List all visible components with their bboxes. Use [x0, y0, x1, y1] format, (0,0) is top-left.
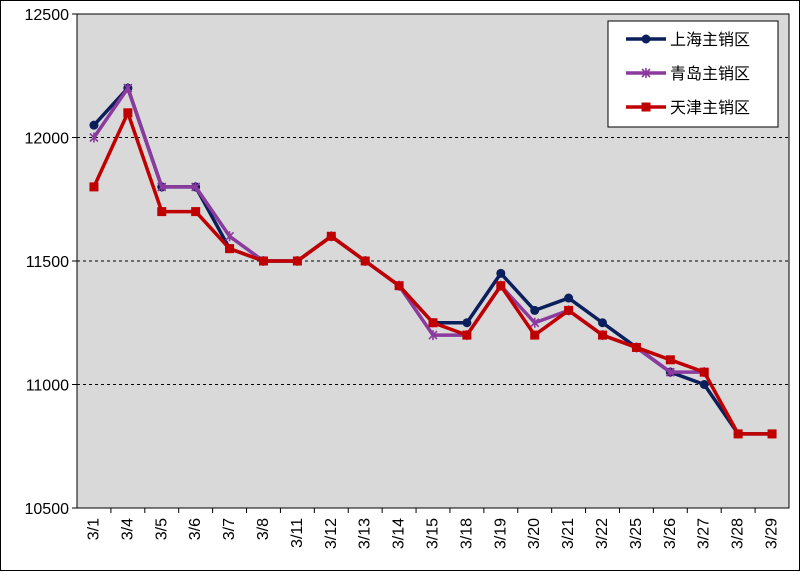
x-tick-label: 3/4: [119, 518, 136, 540]
legend-item: 青岛主销区: [626, 64, 750, 83]
data-point: [225, 244, 235, 254]
data-point: [326, 231, 336, 241]
series-3: [89, 108, 777, 439]
data-point: [530, 305, 540, 315]
data-point: [428, 330, 438, 341]
data-point: [564, 305, 574, 315]
data-point: [496, 268, 506, 278]
x-tick-label: 3/19: [492, 518, 509, 549]
data-point: [665, 355, 675, 365]
data-point: [225, 231, 235, 242]
x-tick-label: 3/22: [594, 518, 611, 549]
x-tick-label: 3/5: [153, 518, 170, 540]
data-point: [598, 330, 608, 340]
data-point: [598, 318, 608, 328]
data-point: [292, 256, 302, 266]
data-point: [89, 182, 99, 192]
data-point: [360, 256, 370, 266]
data-point: [699, 380, 709, 389]
legend-item: 天津主销区: [626, 98, 750, 117]
x-tick-label: 3/27: [696, 518, 713, 549]
x-tick-label: 3/7: [221, 518, 238, 540]
x-tick-label: 3/15: [425, 518, 442, 549]
y-tick-label: 12500: [25, 7, 70, 24]
x-tick-label: 3/21: [560, 518, 577, 549]
x-tick-label: 3/6: [187, 518, 204, 540]
data-point: [258, 256, 268, 266]
x-tick-label: 3/28: [730, 518, 747, 549]
data-point: [157, 207, 167, 217]
legend-label: 青岛主销区: [670, 64, 750, 83]
legend-label: 天津主销区: [670, 98, 750, 117]
legend-marker: [641, 68, 651, 78]
data-point: [462, 318, 472, 328]
x-tick-label: 3/20: [526, 518, 543, 549]
data-point: [733, 429, 743, 439]
x-tick-label: 3/1: [85, 518, 102, 540]
data-point: [157, 181, 167, 192]
y-tick-label: 12000: [25, 131, 70, 148]
legend-marker: [641, 34, 651, 44]
data-point: [665, 367, 675, 378]
y-tick-label: 10500: [25, 501, 70, 518]
legend-marker: [641, 102, 651, 112]
data-point: [462, 330, 472, 340]
data-point: [191, 207, 201, 217]
data-point: [191, 181, 201, 192]
series-group: [89, 83, 777, 439]
x-tick-label: 3/29: [764, 518, 781, 549]
x-tick-label: 3/14: [391, 518, 408, 549]
x-tick-label: 3/8: [255, 518, 272, 540]
data-point: [496, 281, 506, 291]
legend-item: 上海主销区: [626, 30, 750, 49]
data-point: [428, 318, 438, 328]
x-axis: 3/1 3/4 3/5 3/6 3/7 3/8 3/11 3/12 3/13 3/14 3/15 3/…: [85, 508, 781, 549]
gridlines: [77, 137, 789, 385]
data-point: [530, 317, 540, 328]
x-tick-label: 3/13: [357, 518, 374, 549]
data-point: [123, 108, 133, 118]
y-axis: 10500 11000 11500 12000 12500: [25, 7, 77, 518]
data-point: [89, 132, 99, 143]
x-tick-label: 3/26: [662, 518, 679, 549]
y-tick-label: 11000: [26, 378, 69, 395]
x-tick-label: 3/12: [323, 518, 340, 549]
y-tick-label: 11500: [26, 254, 69, 271]
x-tick-label: 3/25: [628, 518, 645, 549]
data-point: [767, 429, 777, 439]
data-point: [699, 367, 709, 377]
data-point: [564, 293, 574, 303]
data-point: [530, 330, 540, 340]
data-point: [89, 120, 99, 130]
x-tick-label: 3/18: [458, 518, 475, 549]
data-point: [631, 342, 641, 352]
data-point: [123, 83, 133, 94]
legend-label: 上海主销区: [670, 30, 750, 49]
data-point: [394, 281, 404, 291]
x-tick-label: 3/11: [289, 518, 306, 548]
